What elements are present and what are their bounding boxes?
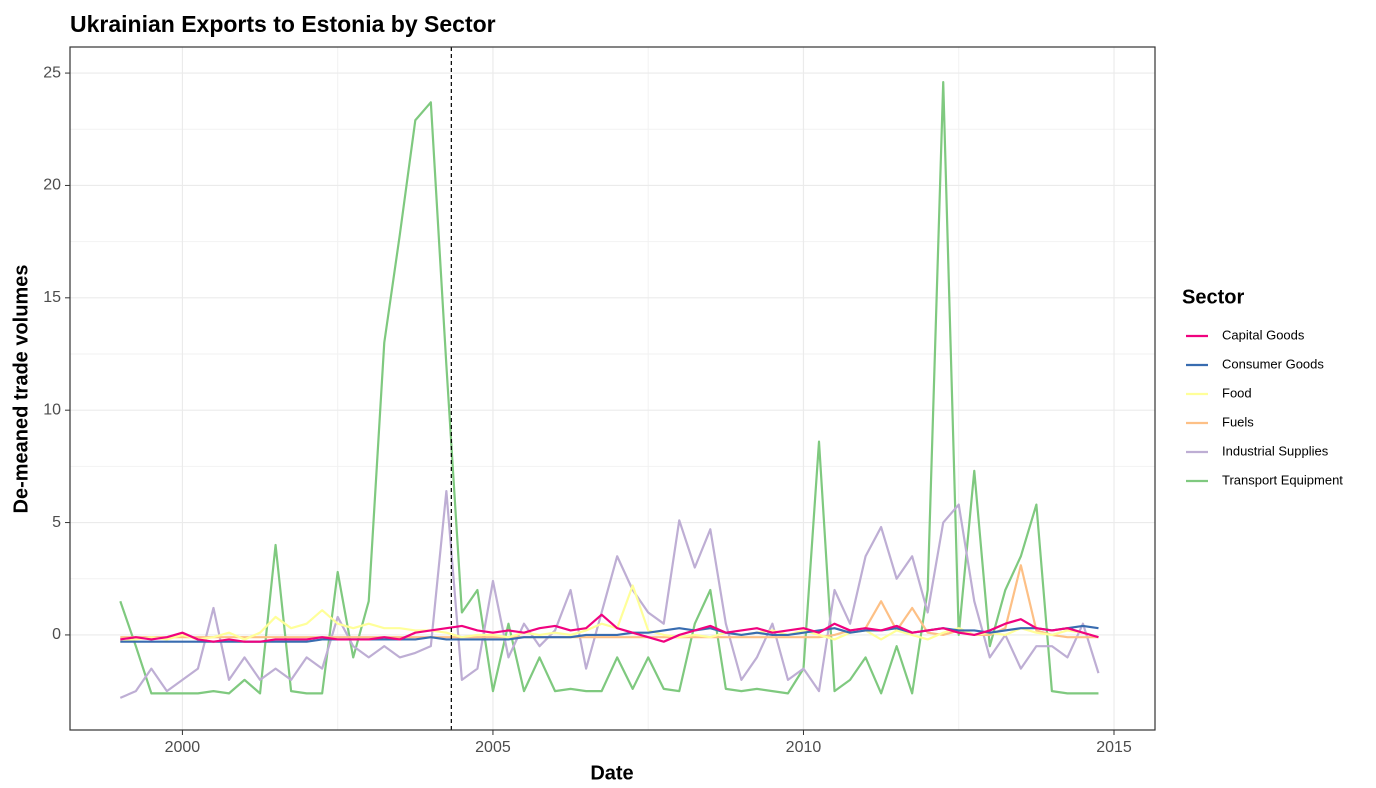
y-tick-label: 25 bbox=[43, 64, 61, 81]
legend-label: Consumer Goods bbox=[1222, 356, 1324, 371]
y-tick-label: 20 bbox=[43, 177, 61, 194]
x-tick-label: 2010 bbox=[786, 739, 822, 756]
y-tick-label: 5 bbox=[52, 514, 61, 531]
x-tick-label: 2005 bbox=[475, 739, 511, 756]
legend-label: Fuels bbox=[1222, 414, 1254, 429]
series-line bbox=[120, 564, 1099, 639]
chart-title: Ukrainian Exports to Estonia by Sector bbox=[70, 11, 496, 37]
x-axis-title: Date bbox=[590, 762, 633, 784]
series-line bbox=[119, 490, 1100, 699]
y-tick-label: 0 bbox=[52, 626, 61, 643]
series-line bbox=[120, 613, 1099, 643]
panel-border bbox=[69, 46, 1156, 731]
x-tick-label: 2015 bbox=[1096, 739, 1132, 756]
legend-label: Industrial Supplies bbox=[1222, 443, 1329, 458]
y-axis-title: De-meaned trade volumes bbox=[10, 265, 32, 514]
legend-label: Capital Goods bbox=[1222, 327, 1305, 342]
legend-label: Transport Equipment bbox=[1222, 472, 1343, 487]
legend-label: Food bbox=[1222, 385, 1252, 400]
series-line bbox=[119, 80, 1099, 695]
y-tick-label: 10 bbox=[43, 401, 61, 418]
x-tick-label: 2000 bbox=[165, 739, 201, 756]
y-tick-label: 15 bbox=[43, 289, 61, 306]
series-line bbox=[120, 584, 1099, 643]
legend-title: Sector bbox=[1182, 286, 1244, 308]
